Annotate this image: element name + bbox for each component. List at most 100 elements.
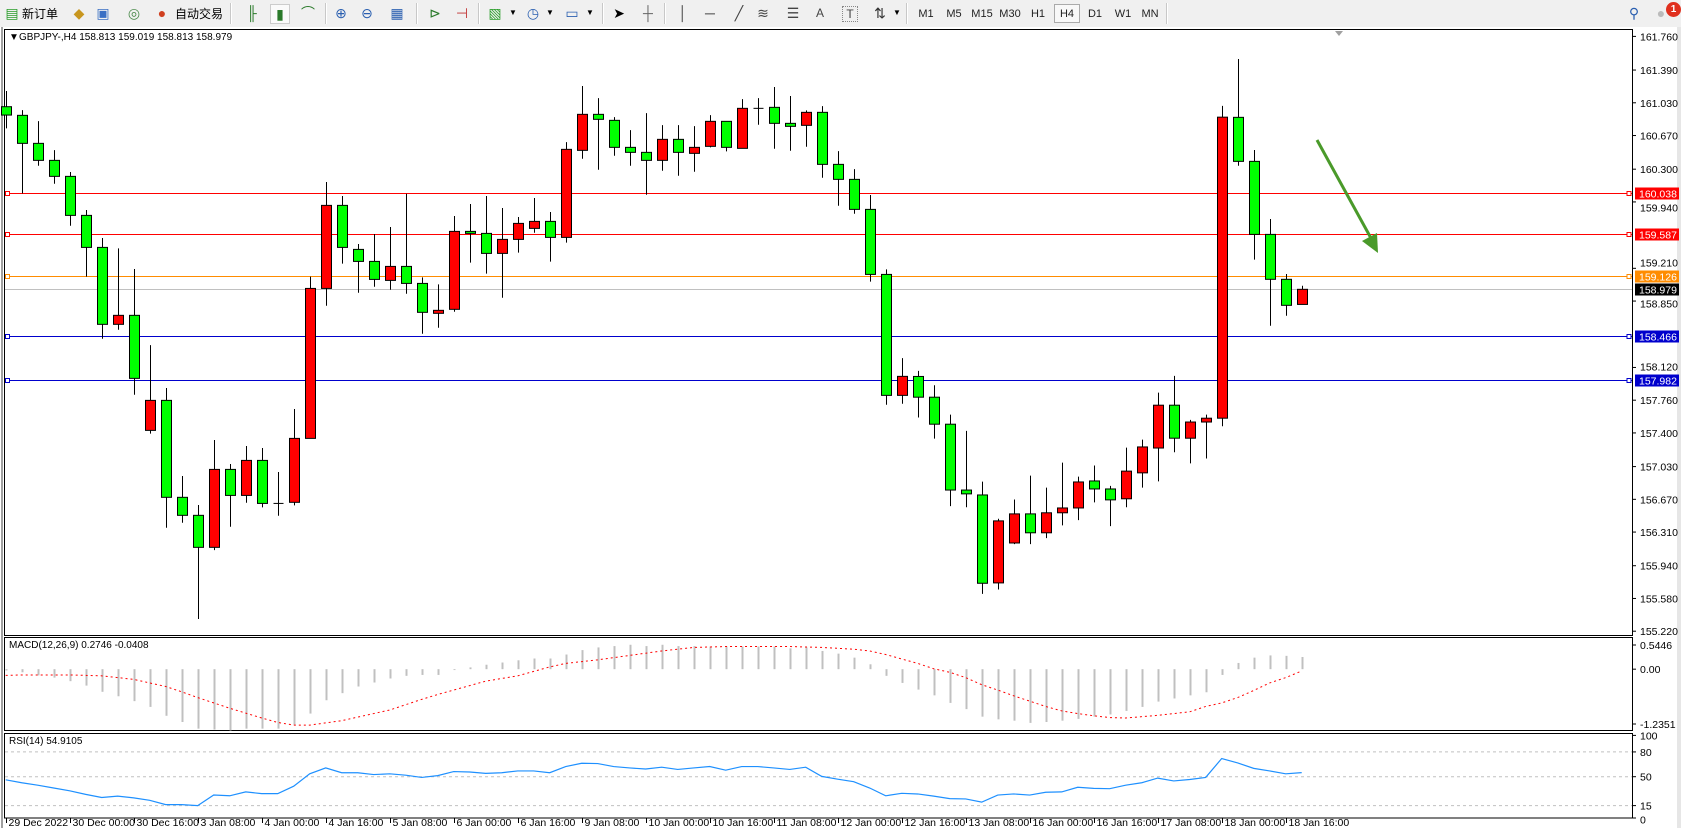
- candle: [1217, 105, 1228, 427]
- time-tick-label: 4 Jan 00:00: [265, 817, 320, 828]
- arrows-icon[interactable]: ⇅: [874, 5, 886, 21]
- cursor-icon[interactable]: ➤: [613, 5, 625, 21]
- candlestick-icon[interactable]: ▮: [270, 4, 290, 24]
- candle: [1153, 392, 1164, 482]
- candle-body: [993, 520, 1004, 584]
- candle-body: [49, 159, 60, 177]
- candle-body: [625, 146, 636, 153]
- zoom-in-icon[interactable]: ⊕: [335, 5, 347, 21]
- candle-body: [737, 107, 748, 149]
- candlesticks: [1, 59, 1308, 620]
- price-tick-label: 161.760: [1640, 31, 1678, 43]
- chevron-down-icon[interactable]: ▼: [546, 8, 554, 17]
- candle: [785, 96, 796, 151]
- zoom-out-icon[interactable]: ⊖: [361, 5, 373, 21]
- rsi-tick-label: 80: [1640, 747, 1652, 759]
- candle-body: [817, 111, 828, 165]
- templates-icon[interactable]: ▧: [488, 5, 502, 21]
- chevron-down-icon[interactable]: ▼: [893, 8, 901, 17]
- fibonacci-channel-icon[interactable]: ≋: [757, 5, 769, 21]
- auto-trading-button[interactable]: 自动交易: [175, 6, 224, 21]
- chart-shift-marker-icon[interactable]: [1335, 31, 1343, 36]
- search-icon[interactable]: ⚲: [1628, 5, 1640, 21]
- vertical-line-icon[interactable]: │: [678, 5, 688, 21]
- candle-body: [689, 146, 700, 154]
- candle-body: [1, 106, 12, 116]
- price-tick-label: 157.400: [1640, 428, 1678, 440]
- candle: [561, 142, 572, 243]
- candle: [737, 99, 748, 149]
- price-tags: 160.038 159.587 159.126 158.466 157.982 158.9…: [1635, 187, 1679, 388]
- notifications-icon[interactable]: ●: [1656, 5, 1666, 21]
- chevron-down-icon[interactable]: ▼: [586, 8, 594, 17]
- chart-menu-triangle-icon[interactable]: ▼: [9, 32, 19, 43]
- trendline-icon[interactable]: ╱: [734, 5, 744, 21]
- timeframe-mn[interactable]: MN: [1141, 7, 1159, 20]
- price-tick-label: 158.850: [1640, 299, 1678, 311]
- timeframe-h4[interactable]: H4: [1054, 4, 1080, 23]
- line-anchor-icon: [1626, 274, 1632, 279]
- timeframe-m15[interactable]: M15: [971, 7, 993, 20]
- macd-panel: MACD(12,26,9) 0.2746 -0.0408 0.5446 0.00 -…: [4, 637, 1676, 731]
- timeframe-m5[interactable]: M5: [946, 7, 962, 20]
- line-anchor-icon: [5, 191, 10, 196]
- navigator-icon[interactable]: ▣: [96, 5, 110, 21]
- candle-body: [657, 138, 668, 161]
- timeframe-h1[interactable]: H1: [1030, 7, 1046, 20]
- candle: [929, 385, 940, 439]
- tile-windows-icon[interactable]: ▦: [390, 5, 404, 21]
- macd-tick-label: -1.2351: [1640, 719, 1676, 731]
- time-tick-label: 13 Jan 08:00: [969, 817, 1030, 828]
- candle: [801, 110, 812, 147]
- candle: [33, 121, 44, 166]
- fibonacci-icon[interactable]: ☰: [786, 5, 800, 21]
- price-tick-label: 160.670: [1640, 131, 1678, 143]
- timeframe-d1[interactable]: D1: [1087, 7, 1103, 20]
- main-price-panel[interactable]: [4, 29, 1633, 636]
- indicators-icon[interactable]: ▭: [565, 5, 579, 21]
- candle: [593, 98, 604, 170]
- auto-trading-icon[interactable]: ●: [157, 5, 167, 21]
- horizontal-lines[interactable]: [5, 191, 1632, 383]
- annotation-arrow[interactable]: [1315, 139, 1378, 253]
- timeframe-m30[interactable]: M30: [999, 7, 1021, 20]
- text-icon[interactable]: A: [815, 6, 824, 20]
- time-tick-label: 6 Jan 16:00: [521, 817, 576, 828]
- notification-badge: 1: [1666, 2, 1681, 17]
- candle-body: [113, 314, 124, 325]
- timeframe-m1[interactable]: M1: [918, 7, 934, 20]
- candle-body: [1105, 488, 1116, 501]
- bar-chart-icon[interactable]: ╟: [247, 5, 257, 21]
- candle-body: [353, 248, 364, 262]
- time-tick-label: 10 Jan 16:00: [713, 817, 774, 828]
- crosshair-icon[interactable]: ┼: [643, 5, 653, 21]
- candle-body: [385, 265, 396, 281]
- time-tick-label: 30 Dec 16:00: [137, 817, 200, 828]
- line-anchor-icon: [5, 232, 10, 237]
- candle: [977, 481, 988, 594]
- chart-shift-icon[interactable]: ⊣: [455, 5, 469, 21]
- signals-icon[interactable]: ◎: [127, 5, 141, 21]
- candle-body: [209, 468, 220, 548]
- timeframe-w1[interactable]: W1: [1114, 7, 1132, 20]
- candle: [257, 448, 268, 508]
- text-label-icon[interactable]: T: [842, 6, 858, 22]
- candle-body: [1217, 116, 1228, 419]
- chevron-down-icon[interactable]: ▼: [509, 8, 517, 17]
- line-chart-icon[interactable]: ⌒: [301, 5, 315, 21]
- new-order-button[interactable]: 新订单: [22, 6, 59, 21]
- periods-icon[interactable]: ◷: [526, 5, 540, 21]
- gold-icon[interactable]: ◆: [73, 5, 85, 21]
- candle: [673, 125, 684, 176]
- chart-window[interactable]: ▼ GBPJPY-,H4 158.813 159.019 158.813 158…: [0, 27, 1681, 828]
- candle: [241, 446, 252, 503]
- candle: [65, 172, 76, 226]
- new-order-icon[interactable]: ▤: [5, 5, 19, 21]
- horizontal-line-icon[interactable]: ─: [705, 5, 715, 21]
- candle: [209, 440, 220, 551]
- auto-scroll-icon[interactable]: ⊳: [429, 5, 441, 21]
- line-anchor-icon: [5, 334, 10, 339]
- candle-body: [177, 496, 188, 516]
- candle: [1265, 219, 1276, 326]
- candle: [129, 269, 140, 395]
